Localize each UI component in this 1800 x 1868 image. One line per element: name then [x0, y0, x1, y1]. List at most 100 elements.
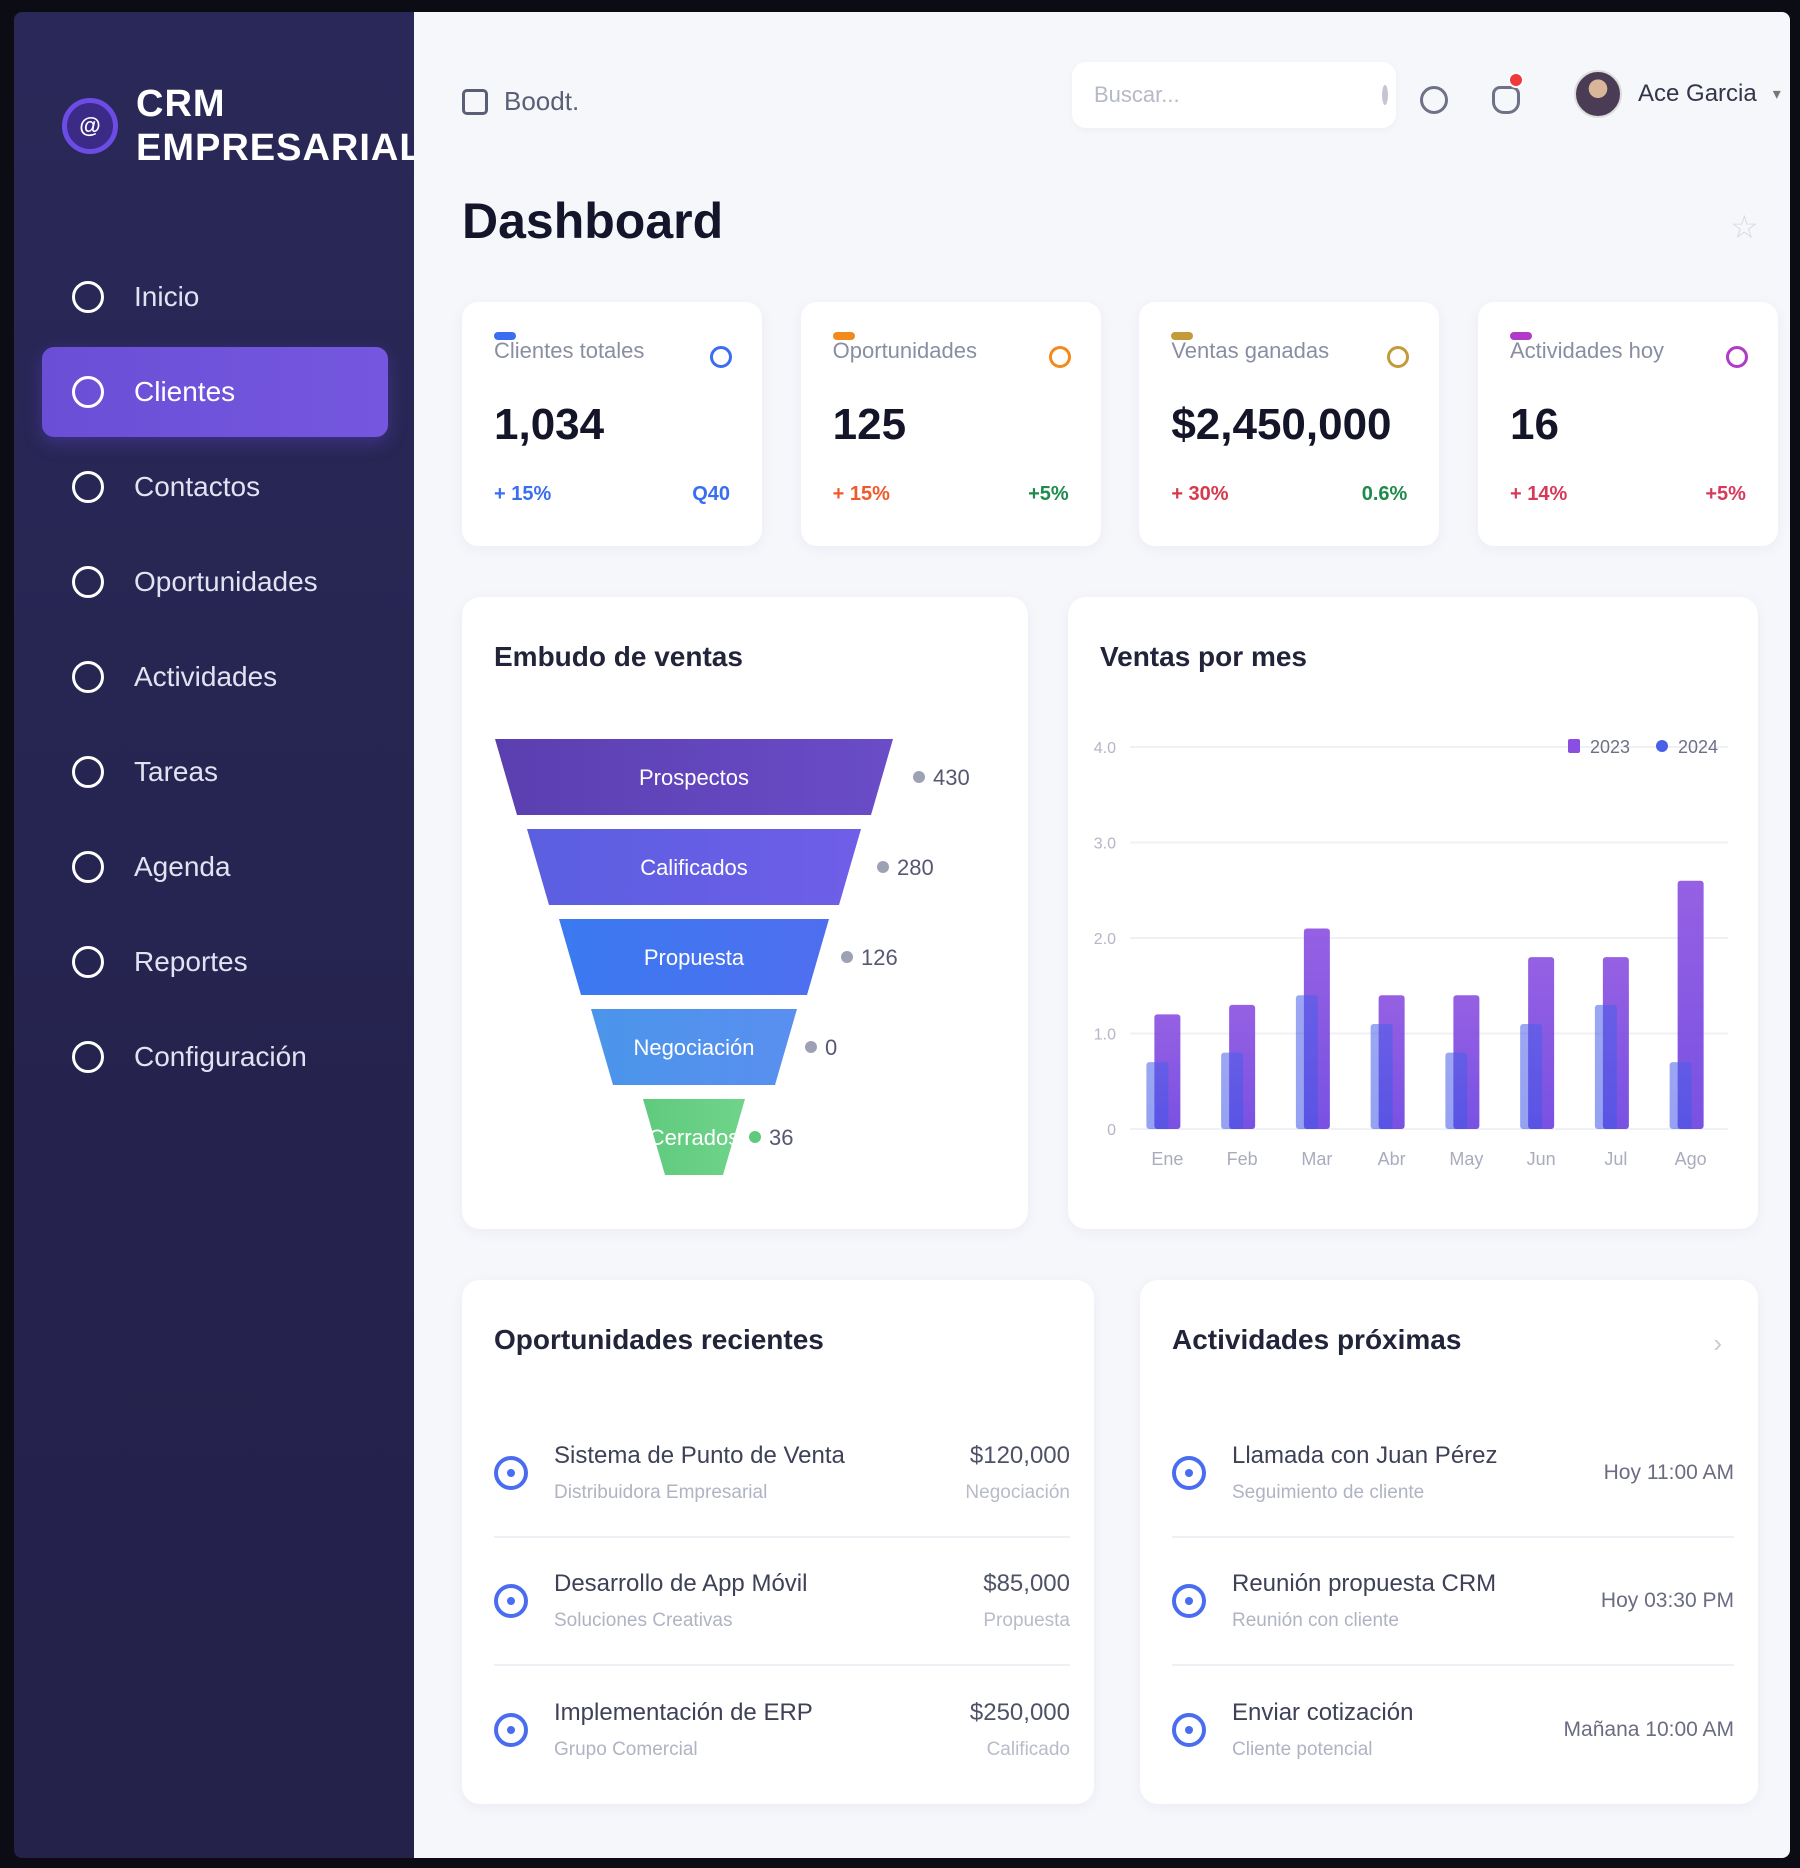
bell-icon[interactable] [1492, 86, 1520, 114]
funnel-stage-value: 0 [825, 1035, 837, 1060]
opportunity-amount: $250,000 [969, 1699, 1070, 1726]
activity-time: Hoy 11:00 AM [1603, 1461, 1734, 1484]
opportunity-amount: $85,000 [983, 1570, 1070, 1597]
sidebar-item-label: Reportes [134, 946, 248, 977]
bar-2024[interactable] [1520, 1023, 1543, 1129]
list-item[interactable]: Enviar cotización Cliente potencial Mañana… [1172, 1666, 1734, 1794]
bar-2024[interactable] [1295, 995, 1318, 1129]
kpi-value: 16 [1509, 400, 1559, 449]
y-tick-label: 2.0 [1094, 931, 1116, 948]
activity-title: Llamada con Juan Pérez [1232, 1442, 1498, 1469]
sidebar-item-tareas[interactable]: Tareas [42, 727, 388, 817]
list-item[interactable]: Sistema de Punto de Venta Distribuidora E… [494, 1410, 1070, 1538]
star-icon[interactable]: ☆ [1730, 209, 1759, 245]
kpi-info-icon [1387, 346, 1410, 368]
sidebar-item-actividades[interactable]: Actividades [42, 632, 388, 722]
chevron-right-icon[interactable]: › [1713, 1328, 1722, 1358]
opportunity-icon [494, 1713, 528, 1747]
bar-2024[interactable] [1221, 1052, 1244, 1129]
brand[interactable]: @ CRM EMPRESARIAL [62, 82, 424, 170]
sidebar-item-agenda[interactable]: Agenda [42, 822, 388, 912]
funnel-stage-dot [841, 951, 853, 963]
contacts-icon [72, 471, 104, 503]
list-item[interactable]: Desarrollo de App Móvil Soluciones Creati… [494, 1538, 1070, 1666]
kpi-label: Clientes totales [494, 338, 645, 363]
activity-subtitle: Reunión con cliente [1232, 1610, 1399, 1631]
sidebar-item-label: Contactos [134, 471, 261, 502]
opportunity-company: Distribuidora Empresarial [554, 1482, 768, 1503]
sidebar-item-configuracion[interactable]: Configuración [42, 1012, 388, 1102]
funnel-stage[interactable] [559, 919, 829, 995]
funnel-stage-label: Prospectos [639, 765, 749, 790]
kpi-secondary: 0.6% [1361, 483, 1408, 505]
funnel-stage[interactable] [591, 1009, 797, 1085]
brand-name: CRM EMPRESARIAL [136, 82, 424, 170]
kpi-card[interactable]: Ventas ganadas $2,450,000 + 30% 0.6% [1139, 302, 1440, 546]
kpi-card[interactable]: Clientes totales 1,034 + 15% Q40 [462, 302, 762, 546]
funnel-stage[interactable] [643, 1099, 745, 1175]
activity-icon [1172, 1584, 1206, 1618]
funnel-title: Embudo de ventas [494, 641, 743, 672]
bar-2024[interactable] [1594, 1004, 1617, 1129]
list-item[interactable]: Reunión propuesta CRM Reunión con cliente… [1172, 1538, 1734, 1666]
kpi-card[interactable]: Actividades hoy 16 + 14% +5% [1477, 302, 1778, 546]
funnel-stage-value: 126 [861, 945, 898, 970]
funnel-stage-label: Negociación [633, 1035, 754, 1060]
list-item-body: Llamada con Juan Pérez Seguimiento de cli… [1232, 1442, 1604, 1504]
funnel-stage[interactable] [527, 829, 861, 905]
sidebar-item-label: Actividades [134, 661, 278, 692]
funnel-stage-dot [877, 861, 889, 873]
sidebar-item-clientes[interactable]: Clientes [42, 347, 388, 437]
list-item[interactable]: Llamada con Juan Pérez Seguimiento de cli… [1172, 1410, 1734, 1538]
x-tick-label: Abr [1378, 1149, 1406, 1169]
list-item-meta: $250,000 Calificado [970, 1699, 1070, 1761]
opportunity-title: Desarrollo de App Móvil [554, 1570, 808, 1597]
breadcrumb-label: Boodt. [504, 86, 580, 116]
breadcrumb[interactable]: Boodt. [462, 86, 579, 117]
sidebar-item-inicio[interactable]: Inicio [42, 252, 388, 342]
x-tick-label: Ene [1151, 1149, 1183, 1169]
kpi-accent-mark [832, 332, 855, 340]
refresh-icon[interactable] [1420, 86, 1448, 114]
list-item-body: Desarrollo de App Móvil Soluciones Creati… [554, 1570, 983, 1632]
opportunity-stage: Negociación [965, 1482, 1070, 1503]
list-item[interactable]: Implementación de ERP Grupo Comercial $250… [494, 1666, 1070, 1794]
bar-2024[interactable] [1445, 1052, 1468, 1129]
activity-title: Reunión propuesta CRM [1232, 1570, 1497, 1597]
opportunity-company: Grupo Comercial [554, 1739, 698, 1760]
kpi-label: Oportunidades [832, 338, 977, 363]
y-tick-label: 0 [1107, 1122, 1116, 1139]
user-menu[interactable]: Ace Garcia ▾ [1574, 70, 1781, 118]
report-icon [72, 946, 104, 978]
bar-2024[interactable] [1146, 1062, 1169, 1129]
avatar [1574, 70, 1622, 118]
kpi-secondary: +5% [1028, 483, 1069, 505]
kpi-change: + 14% [1509, 483, 1568, 505]
sidebar-item-reportes[interactable]: Reportes [42, 917, 388, 1007]
notification-badge [1508, 72, 1524, 88]
sidebar-item-label: Tareas [134, 756, 219, 787]
activity-icon [72, 661, 104, 693]
search-input[interactable] [1094, 82, 1382, 108]
search-icon[interactable] [1382, 85, 1388, 105]
y-tick-label: 4.0 [1094, 740, 1116, 757]
recent-opportunities-panel: Oportunidades recientes Sistema de Punto… [462, 1280, 1094, 1804]
sidebar-item-oportunidades[interactable]: Oportunidades [42, 537, 388, 627]
task-icon [72, 756, 104, 788]
user-name: Ace Garcia [1638, 80, 1757, 107]
opportunity-title: Sistema de Punto de Venta [554, 1442, 845, 1469]
x-tick-label: Ago [1675, 1149, 1707, 1169]
funnel-stage[interactable] [495, 739, 893, 815]
legend-swatch [1656, 740, 1668, 752]
sidebar-nav: Inicio Clientes Contactos Oportunidades Acti… [42, 252, 388, 1107]
bar-2024[interactable] [1669, 1062, 1692, 1129]
list-item-body: Reunión propuesta CRM Reunión con cliente [1232, 1570, 1601, 1632]
sidebar-item-label: Configuración [134, 1041, 307, 1072]
sidebar-item-contactos[interactable]: Contactos [42, 442, 388, 532]
kpi-change: + 15% [494, 483, 552, 505]
legend-label: 2024 [1678, 737, 1718, 757]
kpi-card[interactable]: Oportunidades 125 + 15% +5% [800, 302, 1101, 546]
bar-2024[interactable] [1370, 1023, 1393, 1129]
upcoming-activities-panel: Actividades próximas › Llamada con Juan … [1140, 1280, 1758, 1804]
search-box[interactable] [1072, 62, 1396, 128]
